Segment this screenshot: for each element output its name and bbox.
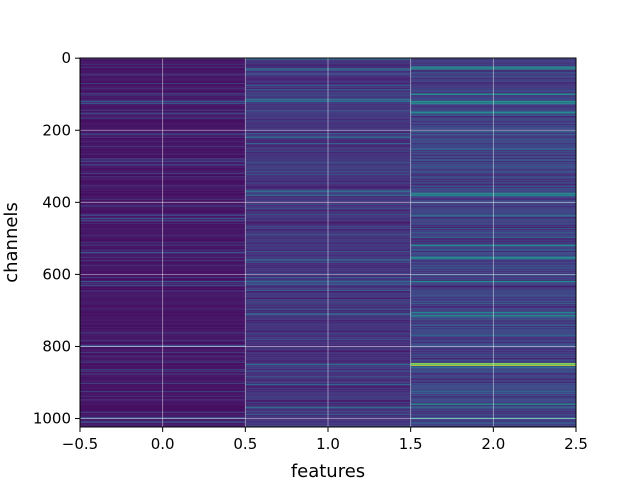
- x-tick-label: 2.5: [564, 435, 588, 453]
- x-tick-label: 0.0: [151, 435, 175, 453]
- x-axis: −0.5 0.0 0.5 1.0 1.5 2.0 2.5: [62, 427, 588, 453]
- x-tick-label: 1.0: [316, 435, 340, 453]
- x-tick-label: 2.0: [481, 435, 505, 453]
- y-tick-label: 1000: [33, 410, 71, 428]
- y-axis-label: channels: [1, 202, 22, 283]
- y-tick-label: 400: [42, 193, 71, 211]
- x-tick-label: 1.5: [399, 435, 423, 453]
- x-tick-label: 0.5: [233, 435, 257, 453]
- y-tick-label: 200: [42, 121, 71, 139]
- x-tick-label: −0.5: [62, 435, 98, 453]
- y-tick-label: 800: [42, 337, 71, 355]
- y-axis: 0 200 400 600 800 1000: [33, 49, 80, 428]
- y-tick-label: 0: [61, 49, 71, 67]
- y-tick-label: 600: [42, 265, 71, 283]
- x-axis-label: features: [291, 461, 365, 480]
